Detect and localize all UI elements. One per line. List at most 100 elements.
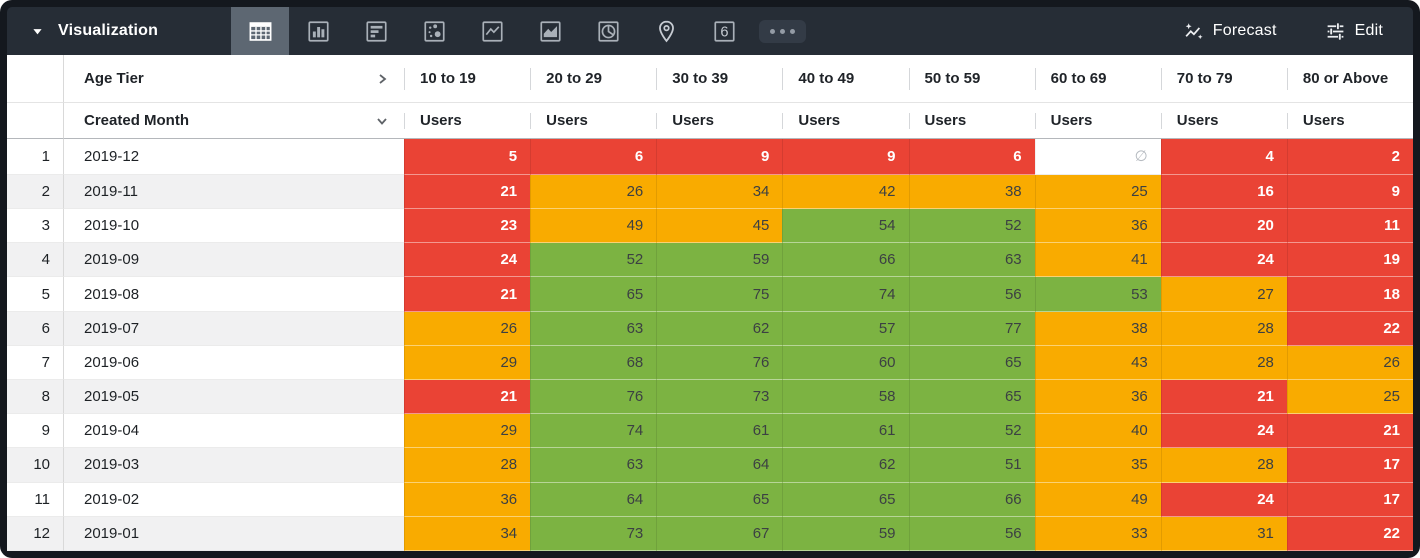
value-cell[interactable]: 17 [1286,482,1413,517]
value-cell[interactable]: 2 [1286,139,1413,175]
month-cell[interactable]: 2019-08 [64,277,404,312]
pivot-column-header[interactable]: 40 to 49 [782,55,909,103]
value-cell[interactable]: 40 [1034,414,1161,449]
value-cell[interactable]: 43 [1034,345,1161,381]
value-cell[interactable]: 19 [1286,243,1413,278]
viz-tab-column-chart[interactable] [289,7,347,55]
value-cell[interactable]: 65 [530,277,657,312]
value-cell[interactable]: 28 [1160,311,1287,346]
value-cell[interactable]: 59 [782,516,909,551]
month-cell[interactable]: 2019-10 [64,209,404,244]
pivot-column-header[interactable]: 10 to 19 [404,55,531,103]
forecast-button[interactable]: Forecast [1183,7,1277,55]
value-cell[interactable]: 25 [1034,174,1161,210]
value-cell[interactable]: 56 [908,277,1035,312]
value-cell[interactable]: 65 [908,380,1035,415]
viz-tab-map[interactable] [637,7,695,55]
value-cell[interactable]: 24 [1160,414,1287,449]
value-cell[interactable]: 26 [1286,345,1413,381]
value-cell[interactable]: 76 [530,380,657,415]
viz-tab-single-value[interactable]: 6 [695,7,753,55]
month-cell[interactable]: 2019-11 [64,174,404,210]
value-cell[interactable]: 23 [404,209,531,244]
value-cell[interactable]: 68 [530,345,657,381]
value-cell[interactable]: 56 [908,516,1035,551]
pivot-column-header[interactable]: 20 to 29 [530,55,657,103]
value-cell[interactable]: 21 [1286,414,1413,449]
measure-header[interactable]: Users [1286,103,1413,139]
value-cell[interactable]: 73 [530,516,657,551]
value-cell[interactable]: 21 [404,174,531,210]
value-cell[interactable]: 61 [656,414,783,449]
value-cell[interactable]: 5 [404,139,531,175]
month-cell[interactable]: 2019-01 [64,516,404,551]
viz-tab-scatter[interactable] [405,7,463,55]
viz-tab-bar-chart[interactable] [347,7,405,55]
value-cell[interactable]: 33 [1034,516,1161,551]
value-cell[interactable]: 6 [530,139,657,175]
value-cell[interactable]: 64 [656,448,783,483]
month-cell[interactable]: 2019-12 [64,139,404,175]
value-cell[interactable]: 38 [908,174,1035,210]
value-cell[interactable]: 16 [1160,174,1287,210]
measure-header[interactable]: Users [1160,103,1287,139]
value-cell[interactable]: 36 [1034,209,1161,244]
value-cell[interactable]: 52 [908,209,1035,244]
value-cell[interactable]: 28 [404,448,531,483]
value-cell[interactable]: 28 [1160,448,1287,483]
viz-tab-pie-chart[interactable] [579,7,637,55]
value-cell[interactable]: 59 [656,243,783,278]
value-cell[interactable]: 9 [782,139,909,175]
value-cell[interactable]: 28 [1160,345,1287,381]
value-cell[interactable]: 27 [1160,277,1287,312]
month-cell[interactable]: 2019-07 [64,311,404,346]
value-cell[interactable]: 74 [782,277,909,312]
pivot-column-header[interactable]: 60 to 69 [1034,55,1161,103]
value-cell[interactable]: 21 [1160,380,1287,415]
value-cell[interactable]: 54 [782,209,909,244]
month-cell[interactable]: 2019-09 [64,243,404,278]
value-cell[interactable]: 64 [530,482,657,517]
value-cell[interactable]: 24 [1160,243,1287,278]
edit-button[interactable]: Edit [1325,7,1383,55]
month-cell[interactable]: 2019-04 [64,414,404,449]
viz-tab-line-chart[interactable] [463,7,521,55]
value-cell[interactable]: 76 [656,345,783,381]
value-cell[interactable]: 34 [656,174,783,210]
value-cell[interactable]: 66 [782,243,909,278]
value-cell[interactable]: 63 [530,311,657,346]
visualization-title-dropdown[interactable]: Visualization [7,7,231,55]
value-cell[interactable]: 49 [530,209,657,244]
value-cell[interactable]: 36 [1034,380,1161,415]
month-cell[interactable]: 2019-03 [64,448,404,483]
value-cell[interactable]: 65 [908,345,1035,381]
value-cell[interactable]: 22 [1286,311,1413,346]
value-cell[interactable]: 53 [1034,277,1161,312]
measure-header[interactable]: Users [782,103,909,139]
value-cell[interactable]: 34 [404,516,531,551]
value-cell[interactable]: 42 [782,174,909,210]
value-cell[interactable]: 18 [1286,277,1413,312]
value-cell[interactable]: 21 [404,380,531,415]
viz-tab-table[interactable] [231,7,289,55]
value-cell[interactable]: 9 [1286,174,1413,210]
value-cell[interactable]: 65 [782,482,909,517]
value-cell[interactable]: 38 [1034,311,1161,346]
value-cell[interactable]: 35 [1034,448,1161,483]
measure-header[interactable]: Users [530,103,657,139]
value-cell[interactable]: 22 [1286,516,1413,551]
value-cell[interactable]: 26 [530,174,657,210]
value-cell[interactable]: 63 [530,448,657,483]
viz-tab-more[interactable] [753,7,811,55]
value-cell[interactable]: 51 [908,448,1035,483]
value-cell[interactable]: 73 [656,380,783,415]
value-cell[interactable]: 21 [404,277,531,312]
pivot-column-header[interactable]: 30 to 39 [656,55,783,103]
value-cell[interactable]: 9 [656,139,783,175]
value-cell[interactable]: 45 [656,209,783,244]
value-cell[interactable]: 63 [908,243,1035,278]
viz-tab-area-chart[interactable] [521,7,579,55]
value-cell[interactable]: 52 [908,414,1035,449]
value-cell[interactable]: 25 [1286,380,1413,415]
value-cell[interactable]: 24 [1160,482,1287,517]
